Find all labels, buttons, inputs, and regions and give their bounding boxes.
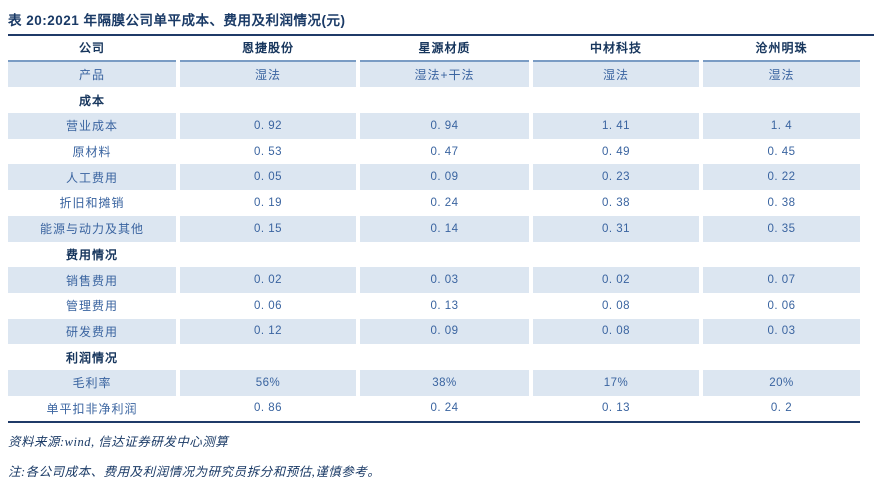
row-product: 产品 湿法 湿法+干法 湿法 湿法	[8, 61, 860, 88]
row-rd-expense: 研发费用 0. 12 0. 09 0. 08 0. 03	[8, 318, 860, 345]
row-selling-expense: 销售费用 0. 02 0. 03 0. 02 0. 07	[8, 267, 860, 293]
value-cell: 0. 14	[360, 215, 529, 242]
empty-cell	[180, 344, 356, 370]
value-cell: 0. 13	[601, 402, 631, 415]
value-cell: 0. 07	[703, 267, 860, 293]
value-cell: 0. 12	[180, 318, 356, 345]
research-report-table-page: 表 20:2021 年隔膜公司单平成本、费用及利润情况(元) 公司 恩捷股份 星…	[8, 9, 874, 480]
empty-cell	[360, 344, 529, 370]
value-cell: 20%	[703, 369, 860, 396]
value-cell: 0. 06	[253, 299, 283, 312]
cost-expense-profit-table: 公司 恩捷股份 星源材质 中材科技 沧州明珠 产品 湿法 湿法+干法 湿法 湿法…	[8, 36, 860, 424]
section-label: 成本	[78, 93, 105, 108]
value-cell: 湿法	[533, 61, 699, 88]
row-gross-margin: 毛利率 56% 38% 17% 20%	[8, 369, 860, 396]
value-cell: 0. 86	[253, 402, 283, 415]
value-cell: 0. 92	[180, 113, 356, 139]
value-cell: 0. 02	[533, 267, 699, 293]
value-cell: 0. 03	[703, 318, 860, 345]
value-cell: 湿法	[703, 61, 860, 88]
row-label: 研发费用	[8, 318, 176, 345]
section-label: 利润情况	[65, 350, 118, 365]
value-cell: 0. 08	[601, 299, 631, 312]
empty-cell	[533, 344, 699, 370]
empty-cell	[703, 242, 860, 268]
value-cell: 56%	[180, 369, 356, 396]
value-cell: 0. 2	[770, 402, 793, 415]
value-cell: 湿法	[180, 61, 356, 88]
row-net-profit-per-sqm: 单平扣非净利润 0. 86 0. 24 0. 13 0. 2	[8, 396, 860, 422]
empty-cell	[360, 87, 529, 113]
empty-cell	[180, 87, 356, 113]
row-operating-cost: 营业成本 0. 92 0. 94 1. 41 1. 4	[8, 113, 860, 139]
row-label: 单平扣非净利润	[46, 401, 138, 416]
empty-cell	[533, 87, 699, 113]
row-label: 毛利率	[8, 369, 176, 396]
header-cell-company: 公司	[8, 36, 176, 62]
value-cell: 0. 09	[360, 164, 529, 191]
row-label: 管理费用	[65, 299, 118, 314]
value-cell: 0. 53	[253, 145, 283, 158]
row-raw-materials: 原材料 0. 53 0. 47 0. 49 0. 45	[8, 139, 860, 165]
row-label: 能源与动力及其他	[8, 215, 176, 242]
disclaimer-note: 注:各公司成本、费用及利润情况为研究员拆分和预估,谨慎参考。	[8, 465, 381, 480]
header-cell-zhongcai: 中材科技	[533, 36, 699, 62]
value-cell: 0. 38	[601, 196, 631, 209]
value-cell: 0. 35	[703, 215, 860, 242]
row-label: 原材料	[72, 145, 112, 160]
value-cell: 湿法+干法	[360, 61, 529, 88]
header-cell-enjie: 恩捷股份	[180, 36, 356, 62]
value-cell: 0. 31	[533, 215, 699, 242]
value-cell: 0. 13	[430, 299, 459, 312]
value-cell: 0. 94	[360, 113, 529, 139]
value-cell: 0. 15	[180, 215, 356, 242]
header-cell-cangzhou: 沧州明珠	[703, 36, 860, 62]
empty-cell	[180, 242, 356, 268]
section-label: 费用情况	[65, 247, 118, 262]
source-note: 资料来源:wind, 信达证券研发中心测算	[8, 435, 229, 450]
header-cell-xingyuan: 星源材质	[360, 36, 529, 62]
value-cell: 0. 19	[253, 196, 283, 209]
value-cell: 38%	[360, 369, 529, 396]
value-cell: 0. 22	[703, 164, 860, 191]
empty-cell	[360, 242, 529, 268]
value-cell: 0. 38	[767, 196, 796, 209]
value-cell: 0. 45	[767, 145, 796, 158]
value-cell: 0. 02	[180, 267, 356, 293]
value-cell: 0. 49	[601, 145, 631, 158]
empty-cell	[703, 344, 860, 370]
row-depreciation-amortization: 折旧和摊销 0. 19 0. 24 0. 38 0. 38	[8, 190, 860, 216]
value-cell: 0. 05	[180, 164, 356, 191]
row-label: 人工费用	[8, 164, 176, 191]
row-label: 营业成本	[8, 113, 176, 139]
value-cell: 0. 24	[430, 402, 459, 415]
value-cell: 0. 23	[533, 164, 699, 191]
empty-cell	[703, 87, 860, 113]
row-section-expenses: 费用情况	[8, 242, 860, 268]
value-cell: 0. 08	[533, 318, 699, 345]
row-company-header: 公司 恩捷股份 星源材质 中材科技 沧州明珠	[8, 36, 860, 62]
row-label: 折旧和摊销	[59, 196, 125, 211]
row-section-cost: 成本	[8, 87, 860, 113]
value-cell: 0. 06	[767, 299, 796, 312]
table-title: 表 20:2021 年隔膜公司单平成本、费用及利润情况(元)	[8, 9, 874, 36]
value-cell: 0. 24	[430, 196, 459, 209]
value-cell: 17%	[533, 369, 699, 396]
row-label: 产品	[8, 61, 176, 88]
row-energy-power-other: 能源与动力及其他 0. 15 0. 14 0. 31 0. 35	[8, 215, 860, 242]
empty-cell	[533, 242, 699, 268]
row-admin-expense: 管理费用 0. 06 0. 13 0. 08 0. 06	[8, 293, 860, 319]
value-cell: 0. 09	[360, 318, 529, 345]
value-cell: 1. 4	[703, 113, 860, 139]
value-cell: 0. 47	[430, 145, 459, 158]
value-cell: 1. 41	[533, 113, 699, 139]
row-section-profit: 利润情况	[8, 344, 860, 370]
value-cell: 0. 03	[360, 267, 529, 293]
row-labor-cost: 人工费用 0. 05 0. 09 0. 23 0. 22	[8, 164, 860, 191]
row-label: 销售费用	[8, 267, 176, 293]
